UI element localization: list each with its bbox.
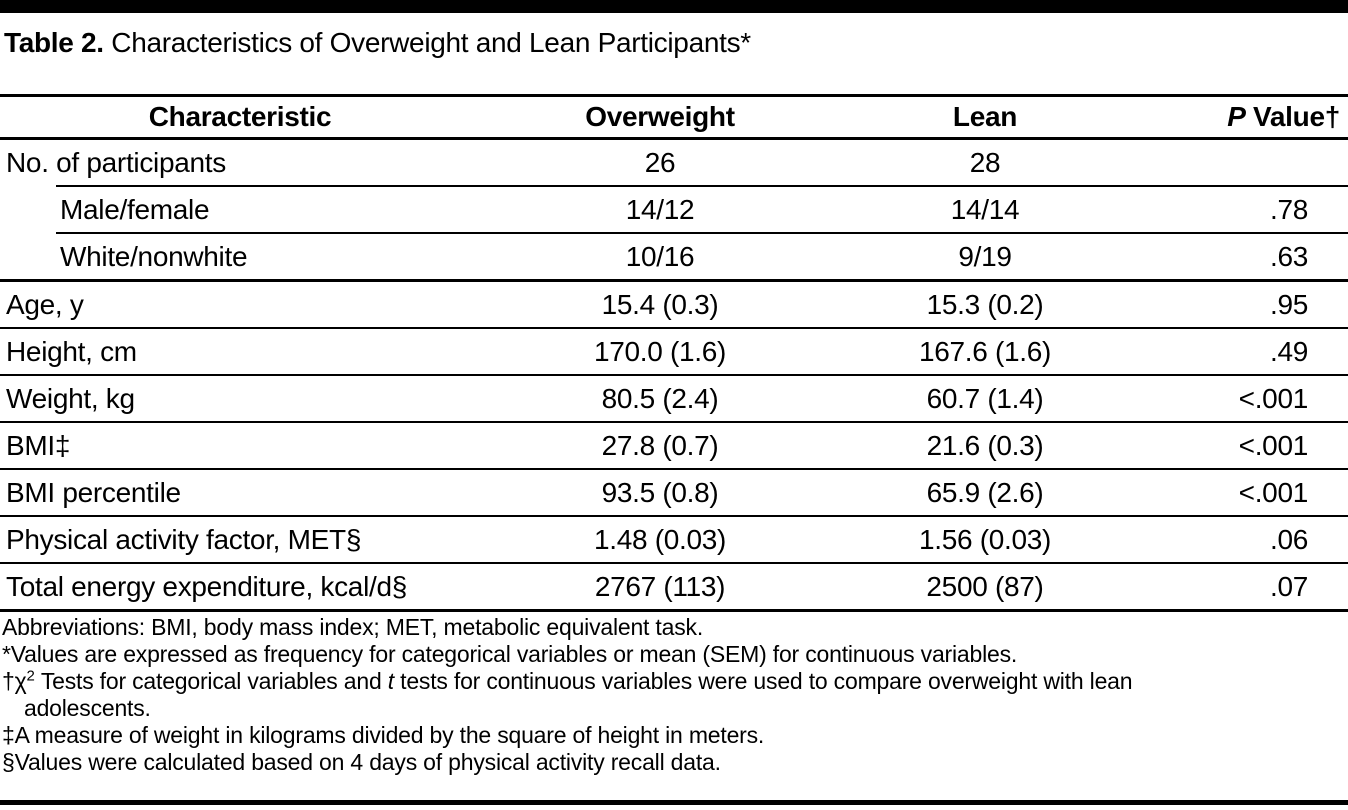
footnote-dagger-italic-t: t — [387, 668, 394, 694]
overweight-value: 2767 (113) — [594, 570, 726, 602]
table-row-physical-activity: Physical activity factor, MET§ 1.48 (0.0… — [0, 517, 1348, 562]
p-value: <.001 — [1238, 382, 1309, 414]
table-row-weight: Weight, kg 80.5 (2.4) 60.7 (1.4) <.001 — [0, 376, 1348, 421]
table-title-text: Characteristics of Overweight and Lean P… — [103, 27, 751, 58]
row-divider — [0, 374, 1348, 376]
lean-value: 14/14 — [950, 193, 1020, 225]
row-label: No. of participants — [6, 146, 226, 178]
bottom-black-rule — [0, 800, 1348, 805]
table-row-age: Age, y 15.4 (0.3) 15.3 (0.2) .95 — [0, 282, 1348, 327]
footnote-section: §Values were calculated based on 4 days … — [2, 749, 721, 775]
overweight-value: 93.5 (0.8) — [601, 476, 719, 508]
row-label: White/nonwhite — [60, 240, 248, 272]
header-characteristic: Characteristic — [148, 101, 332, 132]
table-row-bmi-percentile: BMI percentile 93.5 (0.8) 65.9 (2.6) <.0… — [0, 470, 1348, 515]
p-value: .63 — [1269, 240, 1308, 272]
row-divider-indented — [56, 185, 1348, 187]
overweight-value: 14/12 — [625, 193, 695, 225]
lean-value: 1.56 (0.03) — [918, 523, 1052, 555]
overweight-value: 10/16 — [625, 240, 695, 272]
lean-value: 167.6 (1.6) — [918, 335, 1052, 367]
p-value: .07 — [1269, 570, 1308, 602]
footnote-asterisk: *Values are expressed as frequency for c… — [2, 641, 1018, 667]
row-divider — [0, 468, 1348, 470]
row-label: Weight, kg — [6, 382, 135, 414]
p-value: .06 — [1269, 523, 1308, 555]
lean-value: 65.9 (2.6) — [926, 476, 1044, 508]
row-divider — [0, 562, 1348, 564]
p-value: .95 — [1269, 288, 1308, 320]
table-row-male-female: Male/female 14/12 14/14 .78 — [0, 187, 1348, 232]
table-row-energy-expenditure: Total energy expenditure, kcal/d§ 2767 (… — [0, 564, 1348, 609]
overweight-value: 1.48 (0.03) — [593, 523, 727, 555]
footnote-dagger-mid: Tests for categorical variables and — [34, 668, 388, 694]
row-label: Total energy expenditure, kcal/d§ — [6, 570, 408, 602]
characteristics-table: Characteristic Overweight Lean P Value† … — [0, 94, 1348, 612]
table-header-row: Characteristic Overweight Lean P Value† — [0, 97, 1348, 137]
footnotes-block: Abbreviations: BMI, body mass index; MET… — [2, 614, 1348, 776]
table-row-bmi: BMI‡ 27.8 (0.7) 21.6 (0.3) <.001 — [0, 423, 1348, 468]
header-lean: Lean — [952, 101, 1018, 132]
p-value: <.001 — [1238, 476, 1309, 508]
footnote-double-dagger: ‡A measure of weight in kilograms divide… — [2, 722, 765, 748]
overweight-value: 26 — [644, 146, 676, 178]
footnote-dagger-continuation: adolescents. — [24, 695, 151, 721]
row-label: BMI percentile — [6, 476, 181, 508]
table-row-white-nonwhite: White/nonwhite 10/16 9/19 .63 — [0, 234, 1348, 279]
p-value: .49 — [1269, 335, 1308, 367]
row-divider — [0, 421, 1348, 423]
header-p-rest: Value† — [1245, 101, 1340, 132]
footnote-dagger-prefix: †χ — [2, 668, 27, 694]
footnote-dagger-rest: tests for continuous variables were used… — [393, 668, 1133, 694]
row-label: Male/female — [60, 193, 210, 225]
header-overweight: Overweight — [585, 101, 735, 132]
table-row-height: Height, cm 170.0 (1.6) 167.6 (1.6) .49 — [0, 329, 1348, 374]
row-divider — [0, 327, 1348, 329]
overweight-value: 170.0 (1.6) — [593, 335, 727, 367]
p-value: .78 — [1269, 193, 1308, 225]
lean-value: 60.7 (1.4) — [926, 382, 1044, 414]
table-title-number: Table 2. — [4, 27, 104, 58]
row-divider-indented — [56, 232, 1348, 234]
row-label: Physical activity factor, MET§ — [6, 523, 362, 555]
footnote-dagger: †χ2 Tests for categorical variables and … — [2, 668, 1348, 695]
footnote-dagger-superscript: 2 — [26, 667, 35, 685]
overweight-value: 80.5 (2.4) — [601, 382, 719, 414]
p-value: <.001 — [1238, 429, 1309, 461]
lean-value: 28 — [969, 146, 1001, 178]
overweight-value: 15.4 (0.3) — [601, 288, 719, 320]
lean-value: 9/19 — [958, 240, 1012, 272]
footnote-abbreviations: Abbreviations: BMI, body mass index; MET… — [2, 614, 704, 640]
row-label: Height, cm — [6, 335, 137, 367]
lean-value: 15.3 (0.2) — [926, 288, 1044, 320]
table-title: Table 2. Characteristics of Overweight a… — [4, 26, 751, 60]
lean-value: 21.6 (0.3) — [926, 429, 1044, 461]
header-p-value: P Value† — [1130, 101, 1348, 133]
lean-value: 2500 (87) — [926, 570, 1044, 602]
table-bottom-rule — [0, 609, 1348, 612]
header-p-italic: P — [1227, 101, 1246, 132]
header-divider — [0, 137, 1348, 140]
row-divider — [0, 515, 1348, 517]
row-label: Age, y — [6, 288, 84, 320]
row-label: BMI‡ — [6, 429, 71, 461]
row-divider — [0, 279, 1348, 282]
overweight-value: 27.8 (0.7) — [601, 429, 719, 461]
top-black-bar — [0, 0, 1348, 13]
table-row-participants: No. of participants 26 28 — [0, 140, 1348, 185]
